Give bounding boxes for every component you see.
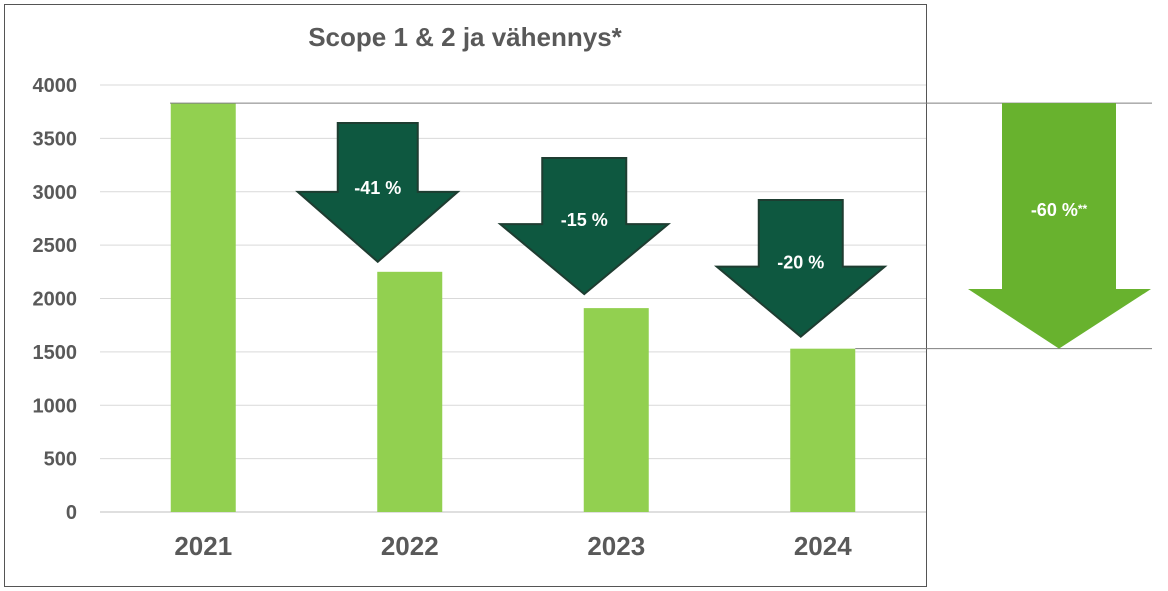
total-reduction-label: -60 %** bbox=[1031, 200, 1088, 220]
y-tick-label: 1000 bbox=[33, 395, 78, 417]
reference-lines bbox=[170, 102, 1152, 350]
reduction-arrows: -41 % -15 % -20 % -60 %** bbox=[295, 103, 1151, 349]
x-tick-label: 2023 bbox=[587, 531, 645, 561]
y-tick-label: 0 bbox=[66, 502, 77, 524]
bar-2023 bbox=[583, 308, 649, 512]
y-tick-label: 2000 bbox=[33, 289, 78, 311]
y-tick-label: 1500 bbox=[33, 342, 78, 364]
total-reduction-arrow bbox=[968, 103, 1151, 349]
y-tick-label: 3000 bbox=[33, 182, 78, 204]
bars bbox=[170, 103, 856, 513]
x-tick-label: 2022 bbox=[381, 531, 439, 561]
bar-2021 bbox=[170, 103, 236, 513]
reduction-label: -20 % bbox=[777, 253, 824, 273]
y-tick-label: 3500 bbox=[33, 128, 78, 150]
reduction-arrow bbox=[295, 122, 461, 264]
x-axis: 2021 2022 2023 2024 bbox=[174, 531, 852, 561]
chart-title: Scope 1 & 2 ja vähennys* bbox=[308, 22, 622, 52]
y-tick-label: 500 bbox=[44, 449, 77, 471]
reduction-arrow bbox=[497, 157, 672, 296]
y-tick-label: 4000 bbox=[33, 75, 78, 97]
x-tick-label: 2024 bbox=[794, 531, 852, 561]
bar-2024 bbox=[790, 348, 856, 512]
reduction-label: -41 % bbox=[354, 178, 401, 198]
y-tick-label: 2500 bbox=[33, 235, 78, 257]
x-tick-label: 2021 bbox=[174, 531, 232, 561]
bar-2022 bbox=[377, 271, 443, 512]
reduction-label: -15 % bbox=[561, 210, 608, 230]
y-axis: 0 500 1000 1500 2000 2500 3000 3500 4000 bbox=[33, 75, 78, 524]
reduction-arrow bbox=[713, 199, 888, 338]
